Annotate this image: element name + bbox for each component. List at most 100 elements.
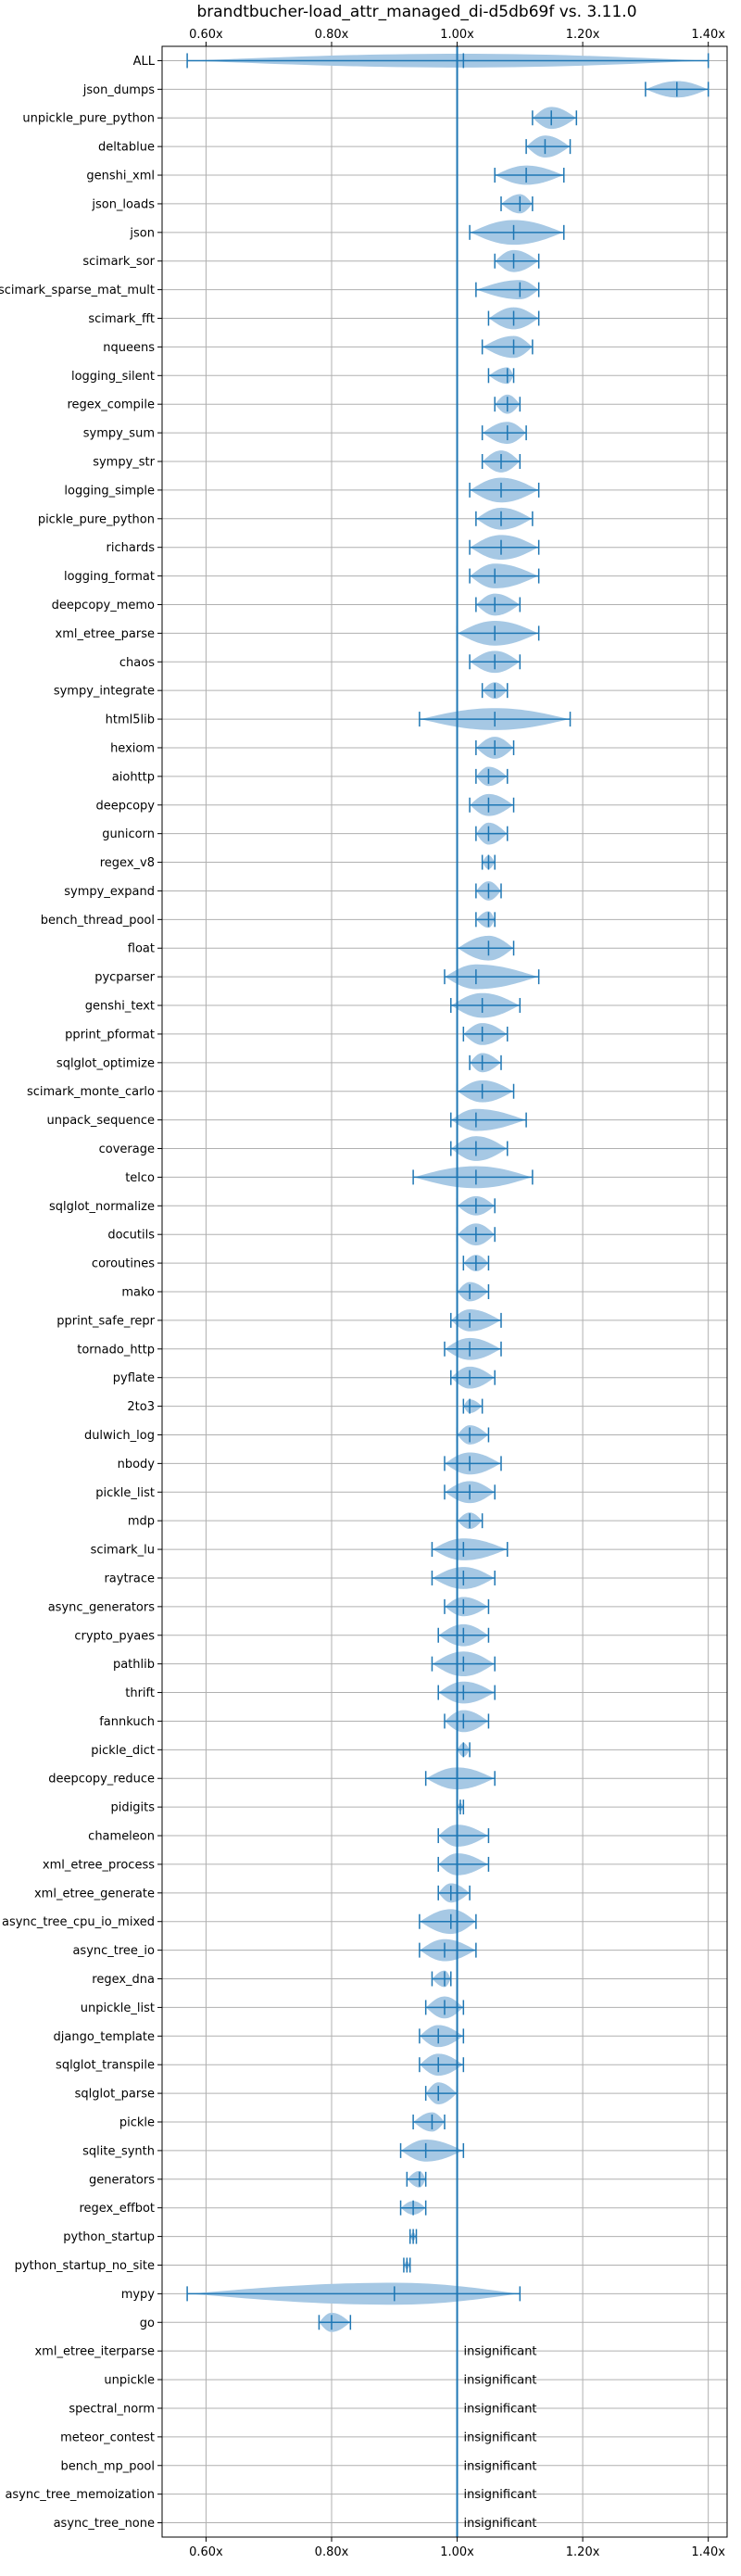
category-label: mako [121, 1286, 155, 1300]
category-label: scimark_fft [88, 312, 155, 326]
category-label: pprint_pformat [65, 1028, 155, 1042]
category-label: pickle_pure_python [38, 512, 155, 526]
category-label: tornado_http [77, 1343, 155, 1357]
category-label: pyflate [113, 1371, 155, 1385]
category-label: scimark_lu [91, 1544, 155, 1558]
x-tick-label-bottom: 0.80x [315, 2545, 349, 2559]
category-label: python_startup [63, 2230, 155, 2244]
category-label: logging_silent [71, 370, 155, 384]
x-tick-label-top: 1.00x [440, 28, 474, 42]
category-label: async_tree_io [72, 1944, 155, 1958]
category-label: deepcopy_reduce [48, 1773, 155, 1787]
category-label: go [140, 2317, 155, 2330]
category-label: deepcopy [95, 799, 155, 813]
chart-title: brandtbucher-load_attr_managed_di-d5db69… [196, 3, 636, 21]
label-layer: 0.60x 0.60x 0.80x 0.80x 1.00x 1.00x 1.20x 1.20x… [0, 28, 725, 2559]
category-label: thrift [125, 1686, 155, 1700]
category-label: chameleon [88, 1830, 155, 1844]
category-label: pycparser [94, 971, 155, 985]
category-label: logging_simple [64, 484, 155, 498]
category-label: telco [125, 1171, 155, 1185]
category-label: sqlglot_optimize [57, 1056, 155, 1070]
category-label: ALL [133, 55, 156, 69]
category-label: xml_etree_generate [34, 1887, 155, 1900]
x-tick-label-top: 1.20x [566, 28, 600, 42]
insignificant-annotation: insignificant [464, 2374, 537, 2388]
category-label: regex_compile [67, 398, 155, 412]
category-label: async_tree_none [54, 2517, 155, 2531]
plot-frame [161, 45, 728, 2538]
category-label: regex_effbot [79, 2202, 155, 2216]
category-label: docutils [107, 1229, 155, 1243]
category-label: mdp [128, 1515, 155, 1529]
category-label: mypy [121, 2288, 156, 2302]
grid-layer [157, 42, 727, 2542]
category-label: json_loads [91, 197, 155, 211]
category-label: coverage [99, 1143, 155, 1156]
category-label: regex_v8 [100, 856, 155, 870]
category-label: pickle_list [95, 1486, 155, 1500]
category-label: scimark_monte_carlo [27, 1085, 155, 1099]
category-label: sqlglot_parse [75, 2088, 155, 2102]
insignificant-annotation: insignificant [464, 2402, 537, 2416]
category-label: async_tree_memoization [5, 2488, 155, 2502]
category-label: sympy_expand [64, 885, 155, 899]
category-label: nqueens [103, 341, 155, 355]
category-label: raytrace [104, 1572, 155, 1585]
category-label: sympy_integrate [54, 685, 155, 699]
insignificant-annotation: insignificant [464, 2459, 537, 2473]
insignificant-annotation: insignificant [464, 2431, 537, 2444]
category-label: aiohttp [112, 770, 155, 784]
violin-layer [186, 46, 710, 2537]
category-label: 2to3 [127, 1400, 155, 1414]
category-label: sqlglot_normalize [49, 1200, 155, 1214]
category-label: unpickle_list [81, 2001, 155, 2015]
category-label: float [128, 942, 155, 956]
category-label: python_startup_no_site [15, 2259, 155, 2273]
category-label: dulwich_log [84, 1429, 155, 1443]
category-label: django_template [54, 2030, 155, 2044]
category-label: crypto_pyaes [74, 1629, 155, 1643]
category-label: html5lib [106, 713, 155, 727]
insignificant-annotation: insignificant [464, 2488, 537, 2502]
x-tick-label-top: 0.60x [189, 28, 223, 42]
x-tick-label-bottom: 1.20x [566, 2545, 600, 2559]
category-label: pickle [119, 2116, 155, 2130]
x-tick-label-top: 0.80x [315, 28, 349, 42]
category-label: meteor_contest [60, 2431, 155, 2444]
category-label: unpack_sequence [46, 1114, 155, 1128]
category-label: chaos [119, 656, 155, 670]
category-label: unpickle [104, 2374, 155, 2388]
category-label: pidigits [111, 1801, 156, 1815]
category-label: deltablue [98, 141, 155, 155]
category-label: sympy_sum [83, 427, 155, 441]
category-label: scimark_sor [82, 255, 155, 269]
category-label: deepcopy_memo [52, 599, 155, 612]
category-label: bench_mp_pool [60, 2459, 155, 2473]
category-label: xml_etree_process [43, 1858, 155, 1872]
category-label: logging_format [64, 570, 155, 584]
category-label: hexiom [110, 741, 155, 755]
category-label: async_generators [48, 1600, 156, 1614]
category-label: xml_etree_parse [56, 627, 155, 641]
category-label: sqlglot_transpile [56, 2059, 155, 2073]
category-label: coroutines [92, 1257, 155, 1271]
category-label: xml_etree_iterparse [34, 2345, 155, 2359]
category-label: genshi_text [85, 1000, 155, 1014]
category-label: richards [107, 541, 156, 555]
category-label: regex_dna [92, 1973, 155, 1987]
category-label: async_tree_cpu_io_mixed [2, 1915, 155, 1929]
category-label: scimark_sparse_mat_mult [0, 284, 155, 297]
category-label: unpickle_pure_python [22, 112, 155, 126]
category-label: generators [89, 2173, 155, 2187]
x-tick-label-bottom: 1.40x [691, 2545, 725, 2559]
category-label: nbody [118, 1458, 156, 1471]
category-label: sqlite_synth [82, 2144, 155, 2158]
category-label: pickle_dict [91, 1744, 155, 1758]
category-label: json [129, 226, 155, 240]
x-tick-label-bottom: 0.60x [189, 2545, 223, 2559]
category-label: spectral_norm [69, 2402, 155, 2416]
category-label: json_dumps [82, 83, 155, 97]
category-label: bench_thread_pool [41, 914, 155, 928]
